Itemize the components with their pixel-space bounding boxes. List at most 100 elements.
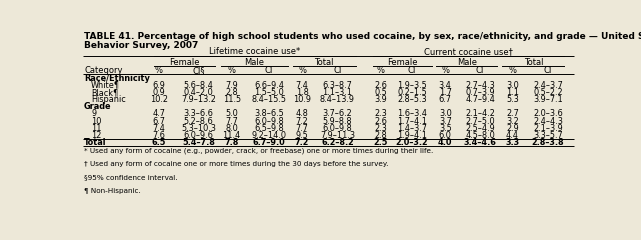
Text: 6.0: 6.0 xyxy=(439,131,452,140)
Text: %: % xyxy=(154,66,163,75)
Text: Behavior Survey, 2007: Behavior Survey, 2007 xyxy=(84,41,199,50)
Text: Total: Total xyxy=(315,58,334,67)
Text: 5.3: 5.3 xyxy=(506,95,519,104)
Text: TABLE 41. Percentage of high school students who used cocaine, by sex, race/ethn: TABLE 41. Percentage of high school stud… xyxy=(84,32,641,41)
Text: 5.3–10.3: 5.3–10.3 xyxy=(181,124,216,133)
Text: † Used any form of cocaine one or more times during the 30 days before the surve: † Used any form of cocaine one or more t… xyxy=(84,161,388,167)
Text: 1.7–4.1: 1.7–4.1 xyxy=(397,117,427,126)
Text: 1.1–3.1: 1.1–3.1 xyxy=(322,88,353,97)
Text: Total: Total xyxy=(524,58,543,67)
Text: Total: Total xyxy=(84,138,106,147)
Text: 1.7: 1.7 xyxy=(439,88,452,97)
Text: 1.8: 1.8 xyxy=(296,88,308,97)
Text: 10: 10 xyxy=(91,117,101,126)
Text: 0.5: 0.5 xyxy=(374,88,387,97)
Text: 1.4–3.7: 1.4–3.7 xyxy=(397,124,427,133)
Text: 0.2–1.5: 0.2–1.5 xyxy=(397,88,427,97)
Text: 6.3–8.7: 6.3–8.7 xyxy=(322,81,353,90)
Text: 6.7: 6.7 xyxy=(152,117,165,126)
Text: 5.2–8.6: 5.2–8.6 xyxy=(183,117,213,126)
Text: 3.8–6.5: 3.8–6.5 xyxy=(254,109,284,118)
Text: 2.5–4.9: 2.5–4.9 xyxy=(465,124,495,133)
Text: 11.5: 11.5 xyxy=(222,95,241,104)
Text: 2.7: 2.7 xyxy=(506,109,519,118)
Text: 2.8: 2.8 xyxy=(374,131,387,140)
Text: 6.0–9.8: 6.0–9.8 xyxy=(254,117,284,126)
Text: 7.9–13.2: 7.9–13.2 xyxy=(181,95,216,104)
Text: 2.7–4.3: 2.7–4.3 xyxy=(465,81,495,90)
Text: CI: CI xyxy=(333,66,342,75)
Text: 3.3–5.7: 3.3–5.7 xyxy=(533,131,563,140)
Text: 2.4–4.3: 2.4–4.3 xyxy=(533,117,563,126)
Text: 7.9–11.3: 7.9–11.3 xyxy=(320,131,355,140)
Text: Black¶: Black¶ xyxy=(91,88,119,97)
Text: 11.4: 11.4 xyxy=(222,131,241,140)
Text: Race/Ethnicity: Race/Ethnicity xyxy=(84,73,150,83)
Text: 6.9: 6.9 xyxy=(152,81,165,90)
Text: 9.2–14.0: 9.2–14.0 xyxy=(251,131,287,140)
Text: 2.1–3.9: 2.1–3.9 xyxy=(533,124,563,133)
Text: 8.4–13.9: 8.4–13.9 xyxy=(320,95,355,104)
Text: 9: 9 xyxy=(91,109,96,118)
Text: 6.6–9.4: 6.6–9.4 xyxy=(254,81,284,90)
Text: %: % xyxy=(508,66,516,75)
Text: 7.6: 7.6 xyxy=(152,131,165,140)
Text: 2.8–5.3: 2.8–5.3 xyxy=(397,95,427,104)
Text: 2.0–3.6: 2.0–3.6 xyxy=(533,109,563,118)
Text: 3.0: 3.0 xyxy=(506,81,519,90)
Text: 7.8: 7.8 xyxy=(224,138,239,147)
Text: 4.7–9.4: 4.7–9.4 xyxy=(465,95,495,104)
Text: 4.8: 4.8 xyxy=(296,109,308,118)
Text: 7.4: 7.4 xyxy=(152,124,165,133)
Text: 1.5–5.0: 1.5–5.0 xyxy=(254,88,284,97)
Text: 3.7: 3.7 xyxy=(439,117,452,126)
Text: 7.2: 7.2 xyxy=(296,117,308,126)
Text: 2.8–3.8: 2.8–3.8 xyxy=(532,138,564,147)
Text: 7.4: 7.4 xyxy=(296,81,308,90)
Text: 1.9–3.5: 1.9–3.5 xyxy=(397,81,427,90)
Text: 5.9–8.8: 5.9–8.8 xyxy=(322,117,353,126)
Text: 3.4: 3.4 xyxy=(439,81,452,90)
Text: Hispanic: Hispanic xyxy=(91,95,126,104)
Text: 10.9: 10.9 xyxy=(293,95,311,104)
Text: 6.2–8.2: 6.2–8.2 xyxy=(321,138,354,147)
Text: Grade: Grade xyxy=(84,102,112,111)
Text: 3.9–7.1: 3.9–7.1 xyxy=(533,95,563,104)
Text: %: % xyxy=(228,66,236,75)
Text: 0.7–3.9: 0.7–3.9 xyxy=(465,88,495,97)
Text: Male: Male xyxy=(457,58,477,67)
Text: 3.9: 3.9 xyxy=(374,95,387,104)
Text: 4.0: 4.0 xyxy=(438,138,453,147)
Text: 5.0: 5.0 xyxy=(225,109,238,118)
Text: Category: Category xyxy=(84,66,122,75)
Text: 3.5: 3.5 xyxy=(439,124,452,133)
Text: White¶: White¶ xyxy=(91,81,120,90)
Text: %: % xyxy=(377,66,385,75)
Text: 1.1: 1.1 xyxy=(506,88,519,97)
Text: 2.4–3.7: 2.4–3.7 xyxy=(533,81,563,90)
Text: 2.9: 2.9 xyxy=(506,124,519,133)
Text: 3.3: 3.3 xyxy=(505,138,519,147)
Text: 4.5–8.0: 4.5–8.0 xyxy=(465,131,495,140)
Text: CI: CI xyxy=(265,66,273,75)
Text: 6.7: 6.7 xyxy=(439,95,452,104)
Text: Male: Male xyxy=(244,58,264,67)
Text: 6.5: 6.5 xyxy=(151,138,166,147)
Text: 8.4–15.5: 8.4–15.5 xyxy=(251,95,287,104)
Text: 7.9: 7.9 xyxy=(225,81,238,90)
Text: 6.0–9.6: 6.0–9.6 xyxy=(183,131,213,140)
Text: 7.2: 7.2 xyxy=(295,138,310,147)
Text: Current cocaine use†: Current cocaine use† xyxy=(424,48,513,56)
Text: 3.0: 3.0 xyxy=(439,109,452,118)
Text: 11: 11 xyxy=(91,124,101,133)
Text: 3.3–6.6: 3.3–6.6 xyxy=(183,109,213,118)
Text: 2.6: 2.6 xyxy=(374,81,387,90)
Text: 2.8: 2.8 xyxy=(225,88,238,97)
Text: 5.4–7.8: 5.4–7.8 xyxy=(182,138,215,147)
Text: 12: 12 xyxy=(91,131,101,140)
Text: 0.5–2.2: 0.5–2.2 xyxy=(533,88,563,97)
Text: 1.6–3.4: 1.6–3.4 xyxy=(397,109,427,118)
Text: %: % xyxy=(298,66,306,75)
Text: CI: CI xyxy=(476,66,484,75)
Text: Lifetime cocaine use*: Lifetime cocaine use* xyxy=(209,48,301,56)
